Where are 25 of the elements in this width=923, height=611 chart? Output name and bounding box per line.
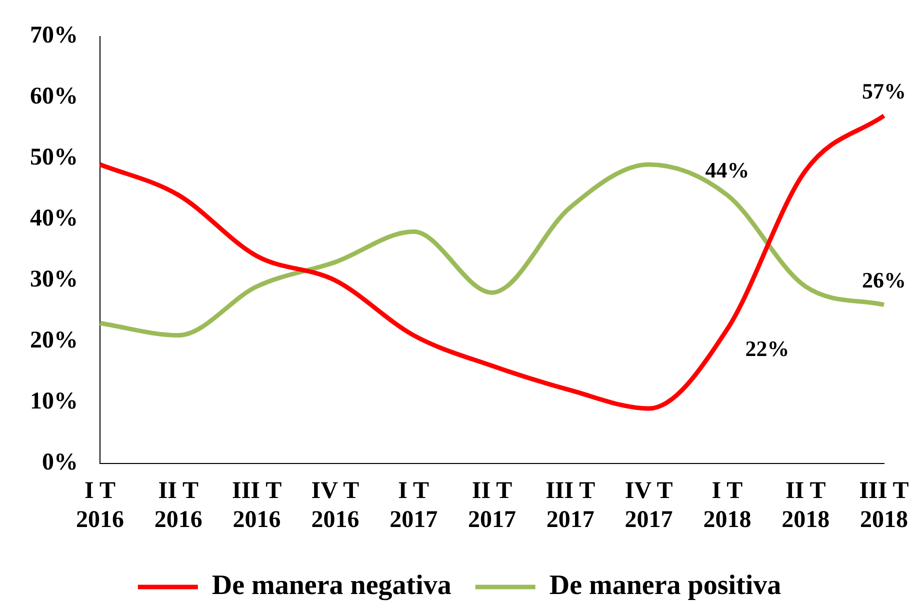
x-tick-label: II T 2018 xyxy=(782,478,830,533)
x-tick-label: IV T 2016 xyxy=(311,478,360,533)
x-tick-label: II T 2017 xyxy=(468,478,516,533)
data-label: 26% xyxy=(862,267,906,292)
y-tick-label: 20% xyxy=(30,328,78,354)
y-tick-label: 50% xyxy=(30,144,78,171)
x-tick-label: IV T 2017 xyxy=(624,478,673,533)
data-label: 44% xyxy=(705,158,750,183)
y-tick-label: 60% xyxy=(30,84,78,110)
y-tick-label: 70% xyxy=(30,22,78,49)
x-tick-label: I T 2017 xyxy=(390,478,438,533)
y-tick-label: 10% xyxy=(30,388,78,415)
x-tick-label: II T 2016 xyxy=(154,478,202,533)
legend-label: De manera positiva xyxy=(549,570,782,602)
x-tick-label: III T 2017 xyxy=(546,478,596,533)
x-tick-label: I T 2016 xyxy=(76,478,124,533)
x-tick-label: III T 2016 xyxy=(232,478,282,533)
x-tick-label: I T 2018 xyxy=(703,478,752,533)
data-label: 22% xyxy=(745,336,790,361)
y-tick-label: 30% xyxy=(30,266,78,293)
legend-label: De manera negativa xyxy=(212,570,452,602)
y-tick-label: 0% xyxy=(42,450,78,476)
data-label: 57% xyxy=(862,78,906,104)
x-tick-label: III T 2018 xyxy=(859,478,909,533)
y-tick-label: 40% xyxy=(30,206,78,232)
